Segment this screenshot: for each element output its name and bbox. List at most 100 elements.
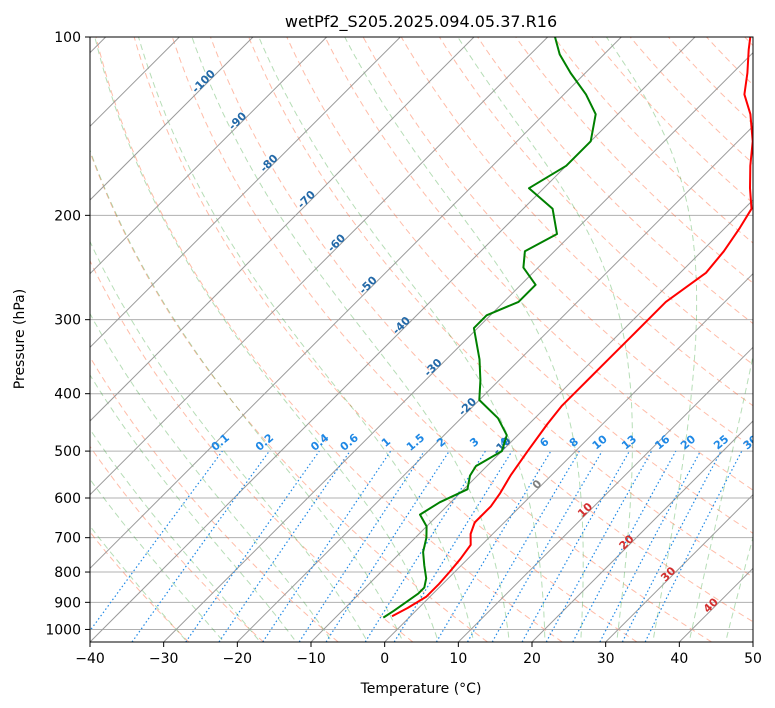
mixing-ratio-label: 30	[741, 432, 761, 452]
mixing-ratio-label: 2	[434, 435, 448, 450]
isotherm-line	[90, 37, 549, 496]
y-axis-title: Pressure (hPa)	[12, 289, 28, 389]
isotherm-label: -30	[421, 356, 444, 379]
isotherm-label: -90	[226, 109, 249, 132]
mixing-ratio-line	[262, 450, 392, 642]
dry-adiabat	[210, 37, 753, 623]
dry-adiabat	[90, 445, 264, 642]
dry-adiabat	[706, 37, 753, 86]
isotherm-line	[90, 37, 328, 275]
dry-adiabat	[629, 37, 753, 165]
y-tick-label: 600	[54, 491, 81, 507]
isotherm-line	[90, 37, 696, 642]
x-tick-label: −20	[223, 651, 253, 667]
isotherm-line	[384, 272, 753, 642]
mixing-ratio-line	[572, 450, 677, 642]
mixing-ratio-label: 16	[652, 432, 672, 452]
isotherm-line	[678, 567, 753, 642]
mixing-ratio-label: 0.1	[209, 431, 232, 453]
isobar-grid	[90, 37, 753, 630]
dry-adiabat	[90, 531, 190, 642]
x-tick-label: 10	[449, 651, 467, 667]
isotherm-label: -100	[189, 67, 218, 96]
mixing-ratio-label: 3	[467, 435, 481, 450]
isotherm-line	[90, 37, 475, 422]
mixing-ratio-label: 0.2	[253, 431, 276, 453]
y-tick-label: 300	[54, 313, 81, 329]
moist-adiabat	[90, 428, 261, 642]
moist-adiabat	[90, 240, 369, 642]
dry-adiabat	[668, 37, 753, 125]
dry-adiabat	[400, 37, 753, 407]
moist-adiabat	[94, 37, 440, 642]
x-tick-label: −10	[296, 651, 326, 667]
mixing-ratio-line	[131, 450, 270, 642]
x-tick-label: 20	[523, 651, 541, 667]
isotherm-label: -40	[390, 314, 413, 337]
mixing-ratio-label: 36	[770, 432, 775, 452]
isotherm-label: -60	[325, 231, 348, 254]
profile-series	[382, 37, 753, 619]
isotherm-label: -80	[257, 152, 280, 175]
y-tick-label: 400	[54, 387, 81, 403]
mixing-ratio-line	[521, 450, 631, 642]
moist-adiabat	[137, 37, 475, 642]
isotherm-line	[163, 51, 753, 642]
x-axis-title: Temperature (°C)	[360, 681, 482, 697]
isotherm-label: -70	[295, 188, 318, 211]
mixing-ratio-line	[218, 450, 351, 642]
chart-title: wetPf2_S205.2025.094.05.37.R16	[285, 12, 557, 32]
dry-adiabat	[591, 37, 753, 204]
mixing-ratio-label: 13	[619, 433, 639, 453]
dry-adiabat	[744, 37, 753, 47]
x-tick-label: 0	[380, 651, 389, 667]
plot-frame	[89, 36, 754, 643]
dewpoint-line	[382, 37, 597, 619]
moist-adiabat	[258, 37, 546, 642]
mixing-ratio-line	[298, 450, 425, 642]
y-tick-label: 800	[54, 565, 81, 581]
isotherm-line	[531, 420, 753, 642]
moist-adiabat	[90, 374, 297, 642]
isotherm-label: 20	[617, 532, 637, 552]
dry-adiabat	[95, 37, 563, 642]
dry-adiabat	[553, 37, 753, 244]
y-tick-label: 1000	[45, 622, 81, 638]
isotherm-label: 10	[575, 500, 595, 520]
isotherm-label: 30	[658, 564, 678, 584]
moist-adiabat-lines	[90, 37, 753, 642]
isotherm-line	[457, 346, 753, 642]
dry-adiabat	[477, 37, 753, 325]
y-tick-label: 900	[54, 595, 81, 611]
dry-adiabat-lines	[90, 37, 753, 642]
moist-adiabat	[605, 37, 698, 642]
mixing-ratio-line	[644, 450, 743, 642]
moist-adiabat	[90, 478, 225, 642]
plot-area: -100-90-80-70-60-50-40-30-20-10010203040…	[90, 37, 775, 642]
mixing-ratio-line	[325, 450, 450, 642]
isotherm-line	[90, 37, 254, 201]
isotherm-line	[90, 37, 622, 570]
mixing-ratio-line	[466, 450, 580, 642]
moist-adiabat	[90, 525, 188, 642]
moist-adiabat	[191, 37, 510, 642]
mixing-ratio-lines	[90, 450, 743, 642]
dry-adiabat	[133, 37, 638, 642]
temperature-line	[391, 37, 753, 618]
moist-adiabat	[725, 535, 753, 642]
x-tick-label: 50	[744, 651, 762, 667]
isotherm-line	[236, 125, 753, 642]
isotherm-line	[605, 493, 753, 642]
y-tick-label: 500	[54, 444, 81, 460]
moist-adiabat	[688, 353, 753, 642]
mixing-ratio-line	[90, 450, 223, 632]
y-axis: 100 200 300 400 500 600 700 800 900 1000	[45, 30, 90, 638]
y-tick-label: 700	[54, 531, 81, 547]
isotherm-lines	[90, 37, 753, 642]
dry-adiabat	[90, 356, 339, 642]
mixing-ratio-line	[599, 450, 702, 642]
dry-adiabat	[171, 37, 712, 642]
x-axis: −40 −30 −20 −10 0 10 20 30 40 50	[75, 642, 762, 667]
x-tick-label: −40	[75, 651, 105, 667]
mixing-ratio-line	[185, 450, 320, 642]
